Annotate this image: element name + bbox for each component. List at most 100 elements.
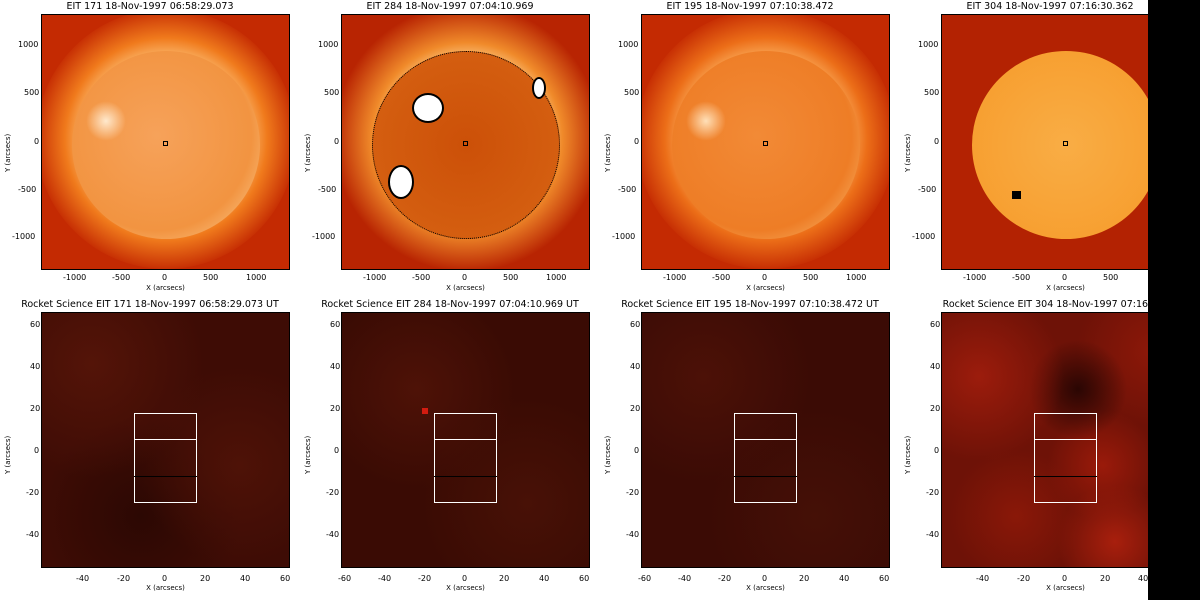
center-box: [1063, 141, 1068, 146]
x-tick: 20: [200, 574, 211, 583]
y-tick: -1000: [312, 232, 336, 241]
x-tick: 0: [1062, 273, 1068, 282]
x-tick: -20: [1017, 574, 1031, 583]
x-tick: -40: [76, 574, 90, 583]
x-axis-label: X (arcsecs): [146, 584, 185, 592]
y-tick: 20: [330, 404, 341, 413]
texture: [342, 313, 589, 567]
y-tick: 20: [630, 404, 641, 413]
panel-eit-171-full: EIT 171 18-Nov-1997 06:58:29.073 X (arcs…: [0, 0, 300, 300]
texture: [942, 313, 1148, 567]
x-tick: 20: [799, 574, 810, 583]
x-tick: 1000: [546, 273, 567, 282]
image-area: [641, 14, 890, 270]
x-tick: 500: [503, 273, 519, 282]
bright-region: [532, 77, 546, 99]
panel-title: EIT 284 18-Nov-1997 07:04:10.969: [366, 1, 534, 12]
bright-pixel: [422, 408, 428, 414]
panel-title: Rocket Science EIT 284 18-Nov-1997 07:04…: [321, 299, 579, 310]
x-tick: 0: [162, 273, 168, 282]
image-area: [341, 14, 590, 270]
y-tick: 40: [30, 362, 41, 371]
x-tick: 20: [499, 574, 510, 583]
y-tick: 1000: [318, 40, 339, 49]
x-tick: 0: [462, 574, 468, 583]
image-area: [41, 14, 290, 270]
zoom-image: [641, 312, 890, 568]
x-tick: -1000: [363, 273, 387, 282]
y-tick: -500: [318, 185, 337, 194]
x-axis-label: X (arcsecs): [746, 284, 785, 292]
x-axis-label: X (arcsecs): [746, 584, 785, 592]
x-tick: 60: [579, 574, 590, 583]
center-box: [163, 141, 168, 146]
y-tick: 1000: [18, 40, 39, 49]
upper-line: [434, 439, 497, 440]
y-tick: 60: [930, 320, 941, 329]
image-area: [941, 14, 1148, 270]
panel-rocket-195: Rocket Science EIT 195 18-Nov-1997 07:10…: [600, 298, 900, 600]
x-tick: 0: [1062, 574, 1068, 583]
x-tick: 0: [762, 273, 768, 282]
y-tick: -20: [326, 488, 340, 497]
y-tick: 1000: [918, 40, 939, 49]
center-box: [763, 141, 768, 146]
y-tick: -500: [918, 185, 937, 194]
center-box: [463, 141, 468, 146]
x-tick: 0: [762, 574, 768, 583]
x-tick: 60: [280, 574, 291, 583]
y-tick: 0: [634, 446, 640, 455]
y-tick: 0: [34, 446, 40, 455]
y-tick: 20: [30, 404, 41, 413]
x-tick: 40: [839, 574, 850, 583]
x-tick: -40: [378, 574, 392, 583]
panel-title: EIT 195 18-Nov-1997 07:10:38.472: [666, 1, 834, 12]
x-tick: -60: [638, 574, 652, 583]
y-tick: 0: [934, 137, 940, 146]
active-region: [686, 101, 726, 141]
dark-marker: [1012, 191, 1021, 199]
y-tick: -40: [926, 530, 940, 539]
y-tick: -1000: [612, 232, 636, 241]
x-tick: -500: [112, 273, 131, 282]
x-axis-label: X (arcsecs): [146, 284, 185, 292]
y-tick: 60: [330, 320, 341, 329]
active-region: [86, 101, 126, 141]
upper-line: [1034, 439, 1097, 440]
panel-title: Rocket Science EIT 171 18-Nov-1997 06:58…: [21, 299, 279, 310]
y-tick: -40: [26, 530, 40, 539]
y-tick: 1000: [618, 40, 639, 49]
x-tick: 60: [879, 574, 890, 583]
y-tick: 20: [930, 404, 941, 413]
y-tick: 40: [930, 362, 941, 371]
y-tick: -1000: [12, 232, 36, 241]
x-axis-label: X (arcsecs): [446, 584, 485, 592]
x-tick: 500: [803, 273, 819, 282]
x-tick: 1000: [246, 273, 267, 282]
panel-title: Rocket Science EIT 304 18-Nov-1997 07:16…: [942, 299, 1148, 310]
y-tick: 500: [324, 88, 340, 97]
x-axis-label: X (arcsecs): [446, 284, 485, 292]
panel-rocket-304: Rocket Science EIT 304 18-Nov-1997 07:16…: [900, 298, 1148, 600]
y-tick: -500: [18, 185, 37, 194]
panel-eit-195-full: EIT 195 18-Nov-1997 07:10:38.472 X (arcs…: [600, 0, 900, 300]
zoom-image: [941, 312, 1148, 568]
x-tick: -1000: [963, 273, 987, 282]
upper-line: [734, 439, 797, 440]
panel-title: EIT 171 18-Nov-1997 06:58:29.073: [66, 1, 234, 12]
lower-line: [1034, 476, 1097, 477]
x-tick: -60: [338, 574, 352, 583]
y-tick: 0: [34, 137, 40, 146]
x-tick: -20: [718, 574, 732, 583]
x-tick: 40: [1138, 574, 1148, 583]
x-tick: -500: [412, 273, 431, 282]
x-tick: -40: [976, 574, 990, 583]
x-tick: -500: [1012, 273, 1031, 282]
y-tick: 60: [630, 320, 641, 329]
lower-line: [434, 476, 497, 477]
x-tick: -500: [712, 273, 731, 282]
x-tick: -1000: [63, 273, 87, 282]
y-axis-label: Y (arcsecs): [4, 435, 12, 474]
roi-rectangle: [1034, 413, 1097, 503]
upper-line: [134, 439, 197, 440]
